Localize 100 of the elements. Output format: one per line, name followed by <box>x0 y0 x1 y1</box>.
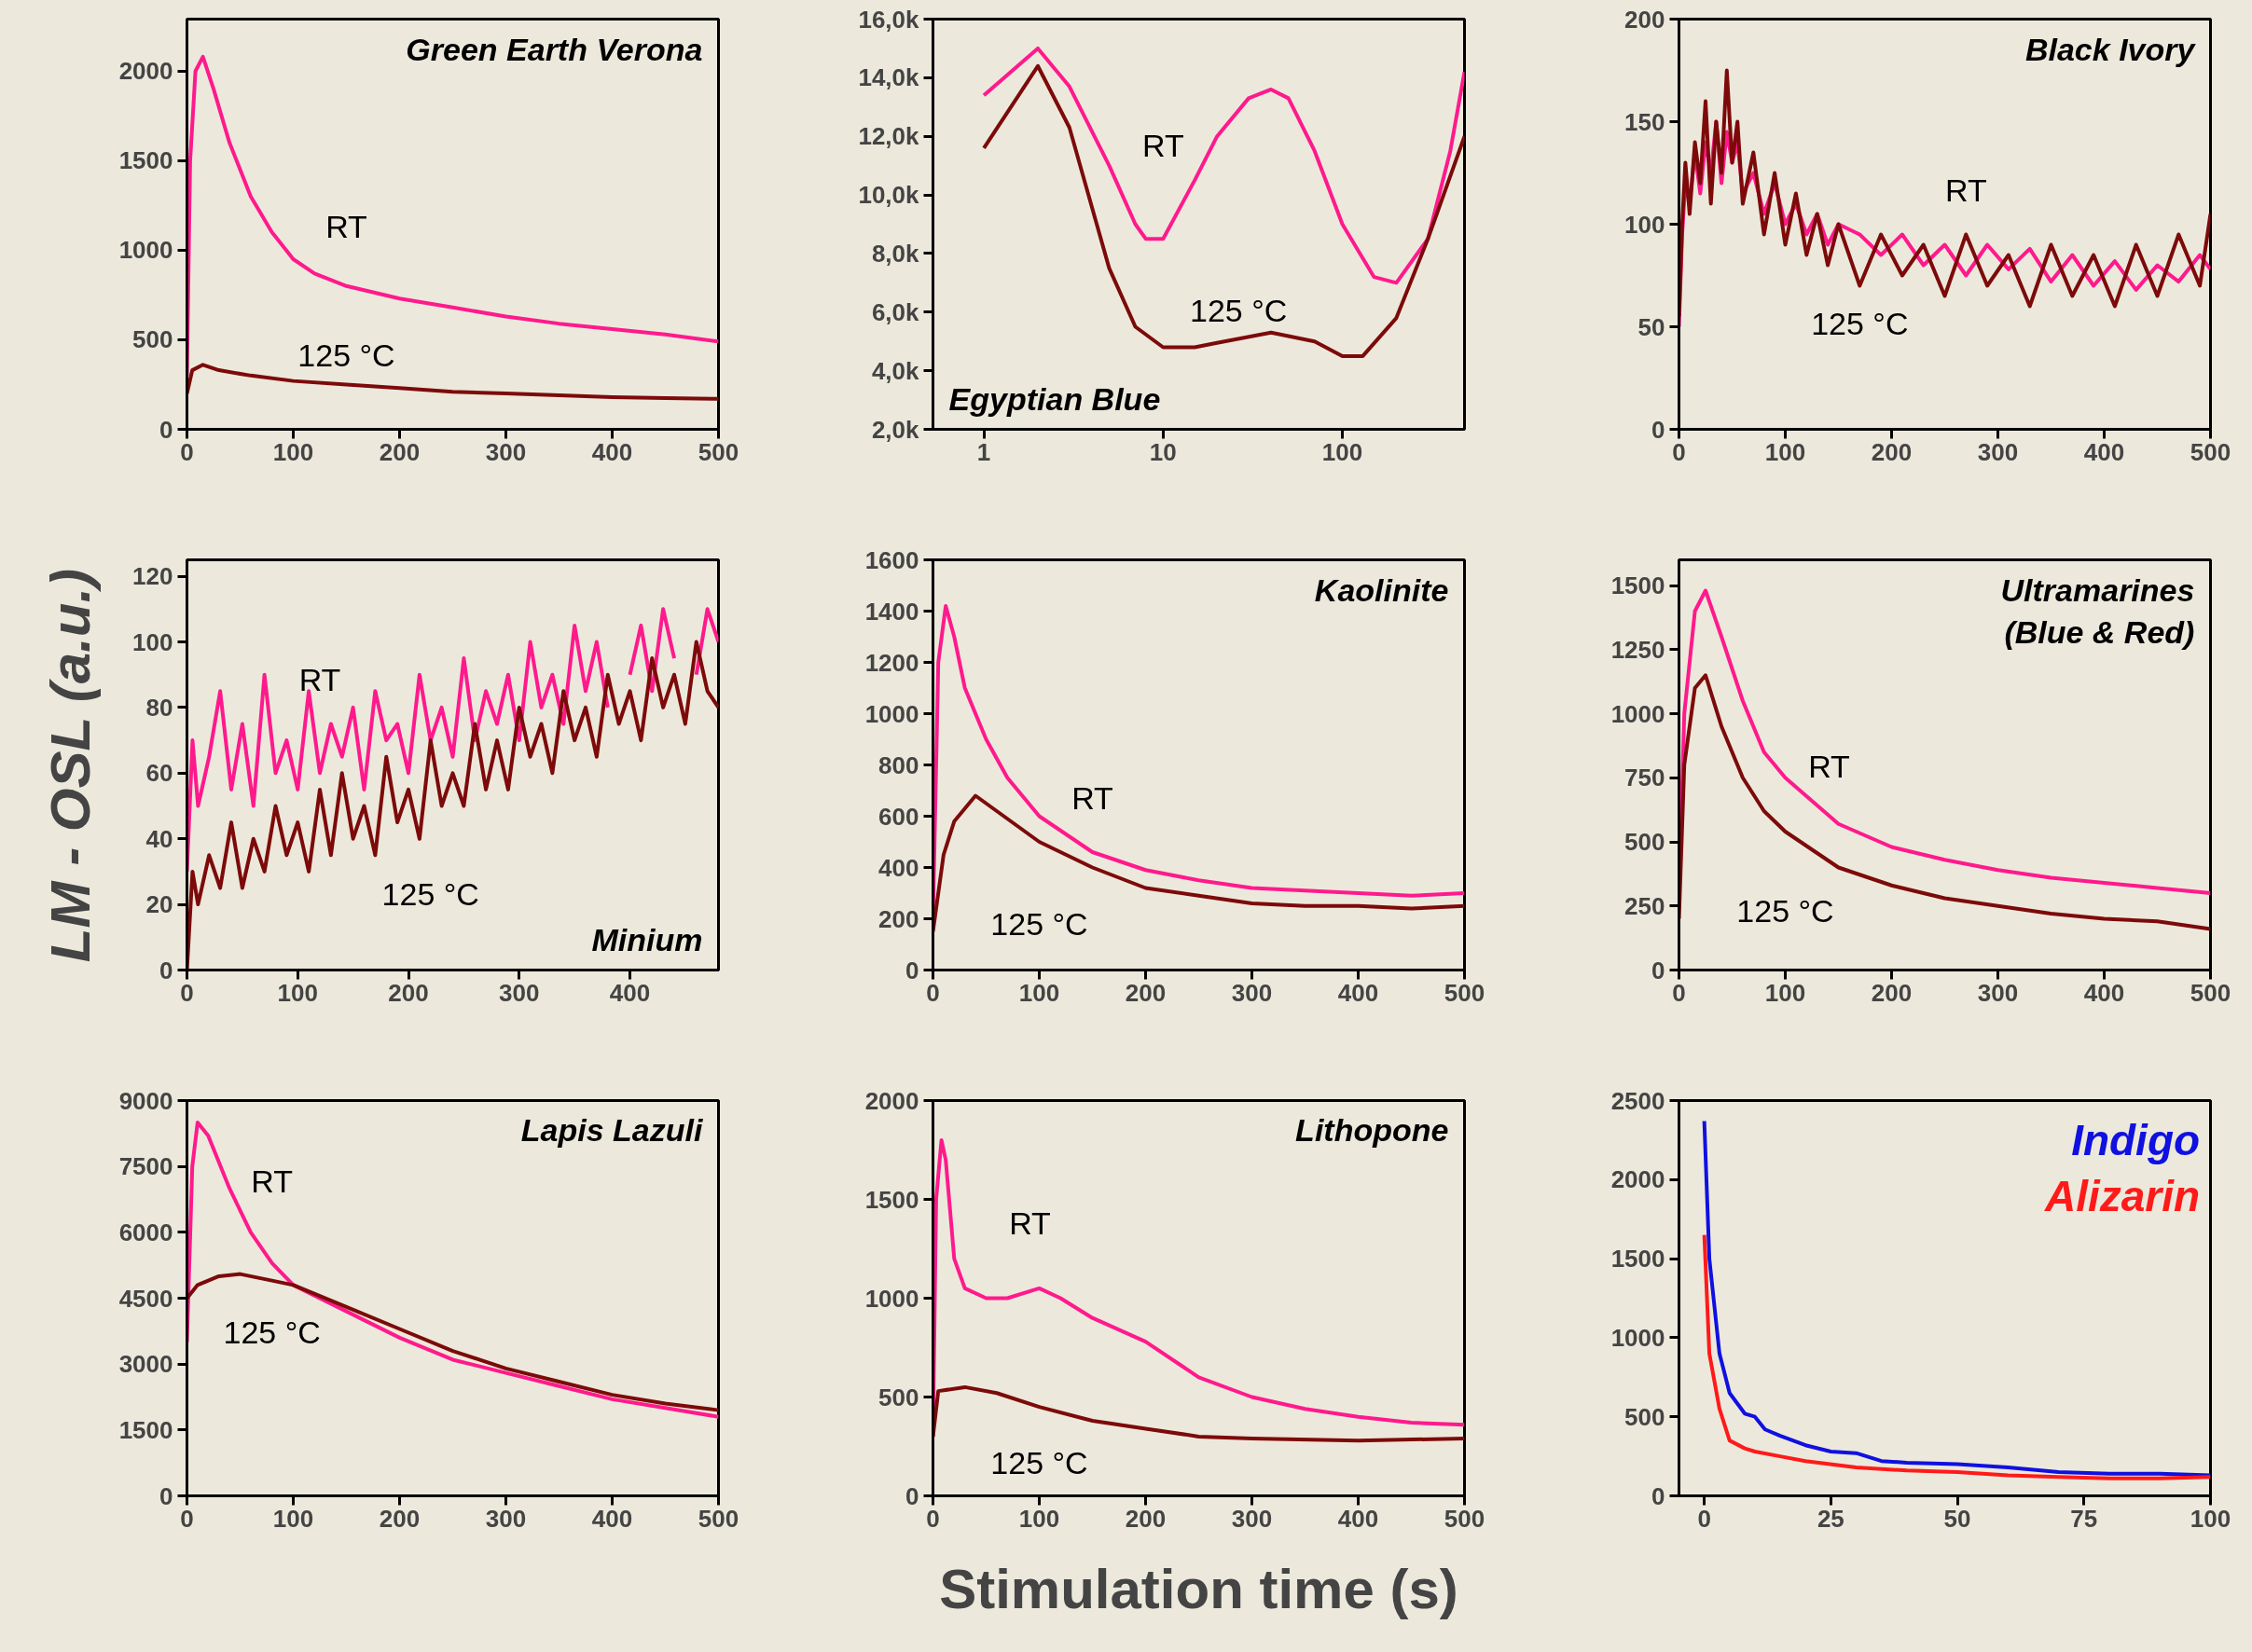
y-tick-label: 50 <box>1637 312 1665 341</box>
x-tick-label: 400 <box>591 1504 633 1533</box>
x-tick-label: 100 <box>1018 978 1060 1007</box>
series-label: 125 °C <box>1190 292 1288 328</box>
y-tick-label: 14,0k <box>858 63 920 92</box>
text: Ultramarines (Blue & Red) <box>2000 571 2195 651</box>
y-tick-label: 200 <box>1624 5 1665 34</box>
series-label: RT <box>1944 172 1987 208</box>
series-label: RT <box>251 1163 294 1199</box>
y-tick-label: 12,0k <box>858 122 920 151</box>
x-tick-label: 500 <box>1444 1504 1485 1533</box>
y-tick-label: 0 <box>159 956 173 984</box>
y-tick-label: 6000 <box>118 1218 173 1246</box>
y-tick-label: 2000 <box>1610 1165 1665 1194</box>
chart-title: Kaolinite <box>1314 571 1449 608</box>
series-label: RT <box>325 208 367 244</box>
x-tick-label: 100 <box>272 437 314 466</box>
y-tick-label: 20 <box>145 890 173 919</box>
series-label: 125 °C <box>990 1445 1088 1481</box>
y-tick-label: 500 <box>878 1383 919 1411</box>
y-tick-label: 0 <box>159 415 173 444</box>
x-tick-label: 200 <box>1125 978 1167 1007</box>
y-tick-label: 6,0k <box>871 297 920 326</box>
x-tick-label: 500 <box>698 1504 739 1533</box>
y-tick-label: 1000 <box>118 236 173 265</box>
y-tick-label: 1250 <box>1610 635 1665 664</box>
y-tick-label: 1500 <box>118 1415 173 1444</box>
series-label: 125 °C <box>223 1314 321 1350</box>
x-tick-label: 400 <box>1337 978 1379 1007</box>
y-tick-label: 400 <box>878 853 919 882</box>
x-tick-label: 0 <box>926 978 940 1007</box>
y-tick-label: 100 <box>1624 210 1665 239</box>
x-tick-label: 200 <box>1871 437 1913 466</box>
y-tick-label: 750 <box>1624 764 1665 792</box>
y-tick-label: 8,0k <box>871 239 920 268</box>
y-tick-label: 1000 <box>1610 1323 1665 1352</box>
y-tick-label: 2500 <box>1610 1086 1665 1115</box>
y-tick-label: 500 <box>1624 828 1665 856</box>
x-tick-label: 100 <box>2190 1504 2231 1533</box>
y-tick-label: 1500 <box>118 146 173 175</box>
x-tick-label: 0 <box>1672 978 1686 1007</box>
x-tick-label: 25 <box>1817 1504 1844 1533</box>
y-tick-label: 80 <box>145 693 173 722</box>
y-tick-label: 800 <box>878 750 919 779</box>
y-tick-label: 1000 <box>864 699 919 728</box>
y-tick-label: 40 <box>145 824 173 853</box>
x-tick-label: 500 <box>2190 437 2231 466</box>
y-tick-label: 2,0k <box>871 415 920 444</box>
y-tick-label: 1400 <box>864 597 919 626</box>
y-tick-label: 4500 <box>118 1284 173 1313</box>
y-tick-label: 500 <box>132 325 173 354</box>
x-tick-label: 500 <box>1444 978 1485 1007</box>
x-tick-label: 1 <box>976 437 991 466</box>
x-tick-label: 300 <box>499 978 540 1007</box>
y-tick-label: 3000 <box>118 1350 173 1379</box>
x-tick-label: 100 <box>1764 437 1806 466</box>
y-tick-label: 0 <box>1651 956 1665 984</box>
x-tick-label: 400 <box>2083 978 2125 1007</box>
x-tick-label: 400 <box>1337 1504 1379 1533</box>
y-tick-label: 1200 <box>864 648 919 677</box>
x-tick-label: 300 <box>1977 437 2019 466</box>
y-tick-label: 1500 <box>1610 571 1665 599</box>
x-tick-label: 300 <box>1231 1504 1273 1533</box>
series-label: RT <box>1141 128 1184 164</box>
series-label: 125 °C <box>1811 305 1909 341</box>
y-tick-label: 7500 <box>118 1152 173 1181</box>
x-tick-label: 75 <box>2070 1504 2098 1533</box>
series-label: RT <box>1808 748 1850 784</box>
x-axis-title: Stimulation time (s) <box>939 1557 1458 1620</box>
series-label: RT <box>298 662 341 698</box>
y-tick-label: 1600 <box>864 545 919 574</box>
y-tick-label: 1000 <box>1610 699 1665 728</box>
x-tick-label: 10 <box>1149 437 1177 466</box>
text: Minium <box>591 922 703 958</box>
chart-title: Lapis Lazuli <box>520 1112 704 1149</box>
y-tick-label: 2000 <box>864 1086 919 1115</box>
y-tick-label: 0 <box>905 956 919 984</box>
x-tick-label: 0 <box>1697 1504 1711 1533</box>
x-tick-label: 100 <box>272 1504 314 1533</box>
series-label: RT <box>1071 780 1113 816</box>
x-tick-label: 300 <box>485 437 527 466</box>
x-tick-label: 0 <box>180 978 194 1007</box>
y-tick-label: 200 <box>878 904 919 933</box>
x-tick-label: 300 <box>1977 978 2019 1007</box>
y-tick-label: 0 <box>159 1481 173 1510</box>
x-tick-label: 0 <box>180 1504 194 1533</box>
y-tick-label: 4,0k <box>871 356 920 385</box>
y-tick-label: 0 <box>905 1481 919 1510</box>
y-tick-label: 16,0k <box>858 5 920 34</box>
text: Indigo <box>2071 1116 2201 1165</box>
y-tick-label: 100 <box>132 627 173 656</box>
x-tick-label: 200 <box>1125 1504 1167 1533</box>
chart-title: Lithopone <box>1295 1112 1449 1149</box>
y-tick-label: 0 <box>1651 1481 1665 1510</box>
x-tick-label: 300 <box>1231 978 1273 1007</box>
x-tick-label: 200 <box>379 1504 421 1533</box>
y-axis-title: LM - OSL (a.u.) <box>39 568 103 963</box>
series-label: 125 °C <box>1736 893 1834 929</box>
y-tick-label: 120 <box>132 562 173 591</box>
x-tick-label: 50 <box>1943 1504 1971 1533</box>
